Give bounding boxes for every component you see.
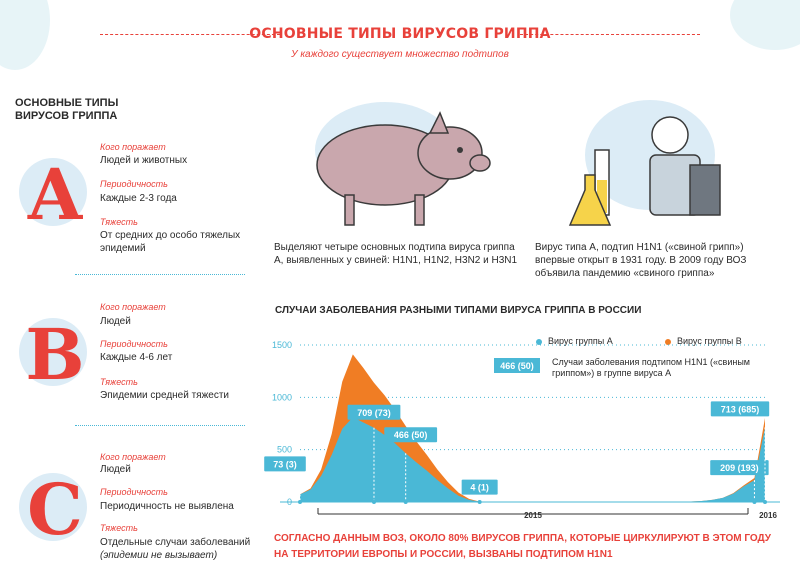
legend-group-b: Вирус группы B	[665, 336, 742, 346]
callout-label: 73 (3)	[273, 459, 297, 469]
type-c-host: Людей	[100, 464, 131, 475]
pig-illustration	[315, 102, 491, 226]
callout-dot	[298, 500, 302, 504]
type-a-severity: От средних до особо тяжелых эпидемий	[100, 230, 241, 254]
callout-dot	[403, 500, 408, 504]
who-note: СОГЛАСНО ДАННЫМ ВОЗ, ОКОЛО 80% ВИРУСОВ Г…	[274, 533, 772, 560]
type-a-host-label: Кого поражает	[100, 142, 166, 152]
callout-box	[264, 456, 306, 472]
type-b-period-label: Периодичность	[100, 339, 168, 349]
letter-a: A	[27, 153, 83, 236]
callout-label: 466 (50)	[394, 430, 428, 440]
type-a-period: Каждые 2-3 года	[100, 193, 177, 204]
type-b-period: Каждые 4-6 лет	[100, 352, 173, 363]
title-line-right	[520, 34, 700, 35]
pig-caption: Выделяют четыре основных подтипа вируса …	[274, 242, 518, 266]
x-label-2015: 2015	[524, 511, 542, 520]
letter-b-badge	[19, 318, 87, 386]
type-b-host-label: Кого поражает	[100, 302, 166, 312]
letter-c: C	[27, 468, 83, 551]
y-tick-label: 500	[277, 445, 292, 455]
callout-box	[461, 479, 498, 495]
type-c-severity: Отдельные случаи заболеваний	[100, 537, 251, 548]
separator-ab	[75, 274, 245, 275]
callout-box	[710, 460, 769, 476]
callout-label: 713 (685)	[721, 404, 760, 414]
separator-bc	[75, 425, 245, 426]
y-tick-label: 1000	[272, 392, 292, 402]
scientist-illustration	[568, 100, 721, 226]
letter-a-badge	[19, 158, 87, 226]
legend-example-box	[494, 358, 540, 373]
type-b-severity: Эпидемии средней тяжести	[100, 390, 230, 401]
legend-label-a: Вирус группы A	[548, 336, 613, 346]
type-a-host: Людей и животных	[100, 155, 188, 166]
legend-dot-a	[536, 338, 542, 345]
type-a-severity-label: Тяжесть	[100, 217, 138, 227]
callout-box	[710, 401, 770, 417]
letter-c-badge	[19, 473, 87, 541]
type-c-severity-note: (эпидемии не вызывает)	[100, 550, 218, 561]
callout-dot	[763, 500, 767, 504]
types-heading: ОСНОВНЫЕ ТИПЫ ВИРУСОВ ГРИППА	[15, 97, 119, 122]
type-b-severity-label: Тяжесть	[100, 377, 138, 387]
series-a-area	[300, 417, 765, 502]
page-title: ОСНОВНЫЕ ТИПЫ ВИРУСОВ ГРИППА	[249, 26, 551, 42]
legend-example-label: 466 (50)	[500, 361, 534, 371]
type-c-period: Периодичность не выявлена	[100, 501, 234, 512]
x-label-2016: 2016	[759, 511, 777, 520]
callout-dot	[371, 500, 376, 504]
type-a-period-label: Периодичность	[100, 179, 168, 189]
callout-label: 709 (73)	[357, 408, 391, 418]
type-c-host-label: Кого поражает	[100, 452, 166, 462]
chart-title: СЛУЧАИ ЗАБОЛЕВАНИЯ РАЗНЫМИ ТИПАМИ ВИРУСА…	[275, 305, 642, 316]
type-c-period-label: Периодичность	[100, 487, 168, 497]
callout-label: 209 (193)	[720, 463, 759, 473]
y-tick-label: 1500	[272, 340, 292, 350]
legend-dot-b	[665, 338, 671, 345]
page-subtitle: У каждого существует множество подтипов	[291, 49, 509, 60]
scientist-caption: Вирус типа A, подтип H1N1 («свиной грипп…	[535, 242, 747, 279]
type-c-severity-label: Тяжесть	[100, 523, 138, 533]
callout-label: 4 (1)	[470, 483, 489, 493]
legend-group-a: Вирус группы A	[536, 336, 613, 346]
letter-b: B	[25, 313, 85, 396]
title-line-left	[100, 34, 280, 35]
legend-label-b: Вирус группы B	[677, 336, 742, 346]
type-b-host: Людей	[100, 316, 131, 327]
callout-dot	[752, 500, 757, 504]
callout-box	[384, 427, 438, 443]
legend-example-text: Случаи заболевания подтипом H1N1 («свины…	[552, 357, 750, 378]
callout-box	[347, 404, 401, 420]
callout-dot	[477, 500, 482, 504]
